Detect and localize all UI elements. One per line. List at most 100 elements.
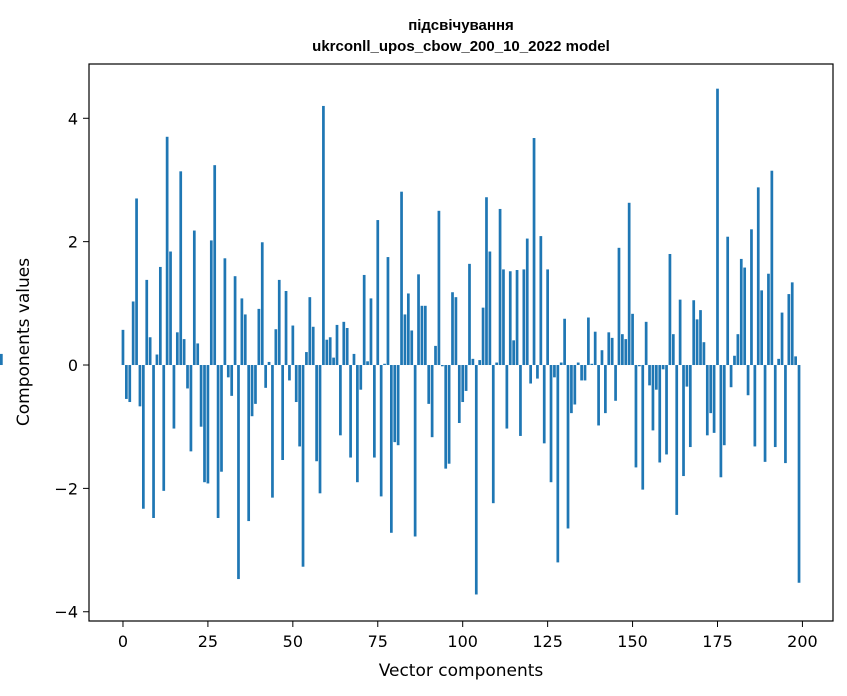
bar-component-65 [342, 321, 346, 366]
bar-component-190 [767, 273, 770, 366]
bar-component-83 [403, 314, 407, 366]
bar-component-74 [373, 365, 376, 458]
bar-component-72 [366, 361, 369, 366]
chart-title: підсвічування [408, 17, 514, 34]
bar-component-92 [434, 345, 437, 366]
plot-frame [88, 63, 834, 622]
bar-component-80 [393, 365, 397, 443]
bar-component-109 [491, 365, 495, 504]
bar-component-55 [308, 297, 312, 366]
bar-component-46 [277, 279, 281, 366]
bar-component-175 [716, 88, 719, 366]
bar-component-11 [158, 266, 162, 366]
bar-component-79 [389, 365, 393, 533]
bar-component-7 [145, 279, 149, 366]
bar-component-158 [658, 365, 662, 463]
bar-component-105 [478, 360, 482, 366]
bar-component-36 [243, 314, 247, 366]
bar-component-187 [756, 187, 760, 366]
bar-component-50 [291, 325, 295, 366]
bar-component-115 [512, 340, 516, 366]
bar-component-17 [179, 171, 183, 366]
bar-component-129 [559, 362, 563, 366]
bar-component-185 [750, 229, 753, 366]
bar-component-135 [580, 365, 583, 381]
bar-component-192 [773, 365, 777, 448]
bar-component-88 [420, 305, 424, 366]
bar-component-140 [597, 365, 600, 426]
bar-component-100 [461, 365, 465, 403]
bar-component-23 [199, 365, 203, 427]
y-axis: −4 −2 0 2 4 [54, 109, 89, 622]
bar-component-154 [644, 321, 648, 366]
bar-component-165 [682, 365, 685, 477]
bar-component-159 [661, 365, 665, 370]
bar-component-182 [739, 258, 743, 366]
bar-component-51 [294, 365, 298, 403]
bar-component-139 [593, 331, 597, 366]
bar-component-29 [220, 365, 223, 472]
x-tick-label: 100 [447, 632, 478, 651]
bar-component-24 [203, 365, 206, 483]
bar-component-64 [339, 365, 342, 436]
bar-component-130 [563, 318, 566, 366]
bar-component-124 [542, 365, 546, 444]
bar-component-77 [383, 363, 386, 366]
bar-component-2 [128, 365, 132, 403]
bar-component-122 [536, 365, 539, 379]
chart-subtitle: ukrconll_upos_cbow_200_10_2022 model [312, 38, 610, 55]
bar-component-183 [743, 267, 747, 366]
bar-component-146 [617, 247, 621, 366]
bar-component-161 [668, 253, 672, 366]
bar-component-131 [566, 365, 570, 529]
bar-component-169 [695, 319, 699, 366]
x-tick-label: 0 [118, 632, 128, 651]
x-tick-label: 50 [283, 632, 303, 651]
x-tick-label: 25 [198, 632, 218, 651]
bar-component-177 [722, 365, 726, 446]
bar-component-57 [315, 365, 318, 462]
bar-component-22 [196, 343, 200, 366]
bar-component-137 [587, 317, 590, 366]
bar-component-52 [298, 365, 301, 447]
bar-component-150 [631, 313, 634, 366]
bar-component-104 [474, 365, 478, 595]
bar-component-63 [335, 324, 339, 366]
bar-component-173 [709, 365, 713, 414]
bar-component-181 [736, 334, 740, 366]
bar-component-42 [264, 365, 268, 388]
y-tick-label: −2 [54, 479, 78, 498]
bar-component-199 [797, 365, 801, 583]
bar-component-101 [464, 365, 468, 391]
bar-component-4 [135, 198, 138, 366]
bar-component-21 [192, 230, 196, 366]
bar-component-1 [125, 365, 128, 399]
bar-component-90 [427, 365, 431, 404]
bar-component-193 [777, 358, 781, 366]
bar-component-141 [600, 350, 604, 366]
bar-component-82 [400, 191, 403, 366]
bar-component-6 [141, 365, 145, 509]
bar-component-14 [169, 251, 172, 366]
x-tick-label: 200 [787, 632, 818, 651]
bar-component-37 [247, 365, 251, 522]
bar-component-undefined [0, 353, 3, 366]
bar-component-133 [573, 365, 577, 405]
bar-component-108 [488, 251, 492, 366]
y-tick-label: 0 [68, 356, 78, 375]
bar-component-85 [410, 330, 414, 366]
bar-component-34 [237, 365, 240, 580]
bar-component-44 [271, 365, 274, 498]
bar-component-9 [152, 365, 155, 518]
bar-component-41 [260, 242, 264, 366]
bar-component-128 [556, 365, 560, 563]
bar-component-58 [318, 365, 322, 494]
bar-component-99 [457, 365, 461, 423]
bar-component-148 [624, 339, 628, 366]
bar-component-8 [148, 337, 152, 366]
bar-component-10 [155, 354, 159, 366]
bar-component-189 [763, 365, 767, 462]
bar-component-12 [162, 365, 166, 491]
bar-component-84 [406, 293, 410, 366]
